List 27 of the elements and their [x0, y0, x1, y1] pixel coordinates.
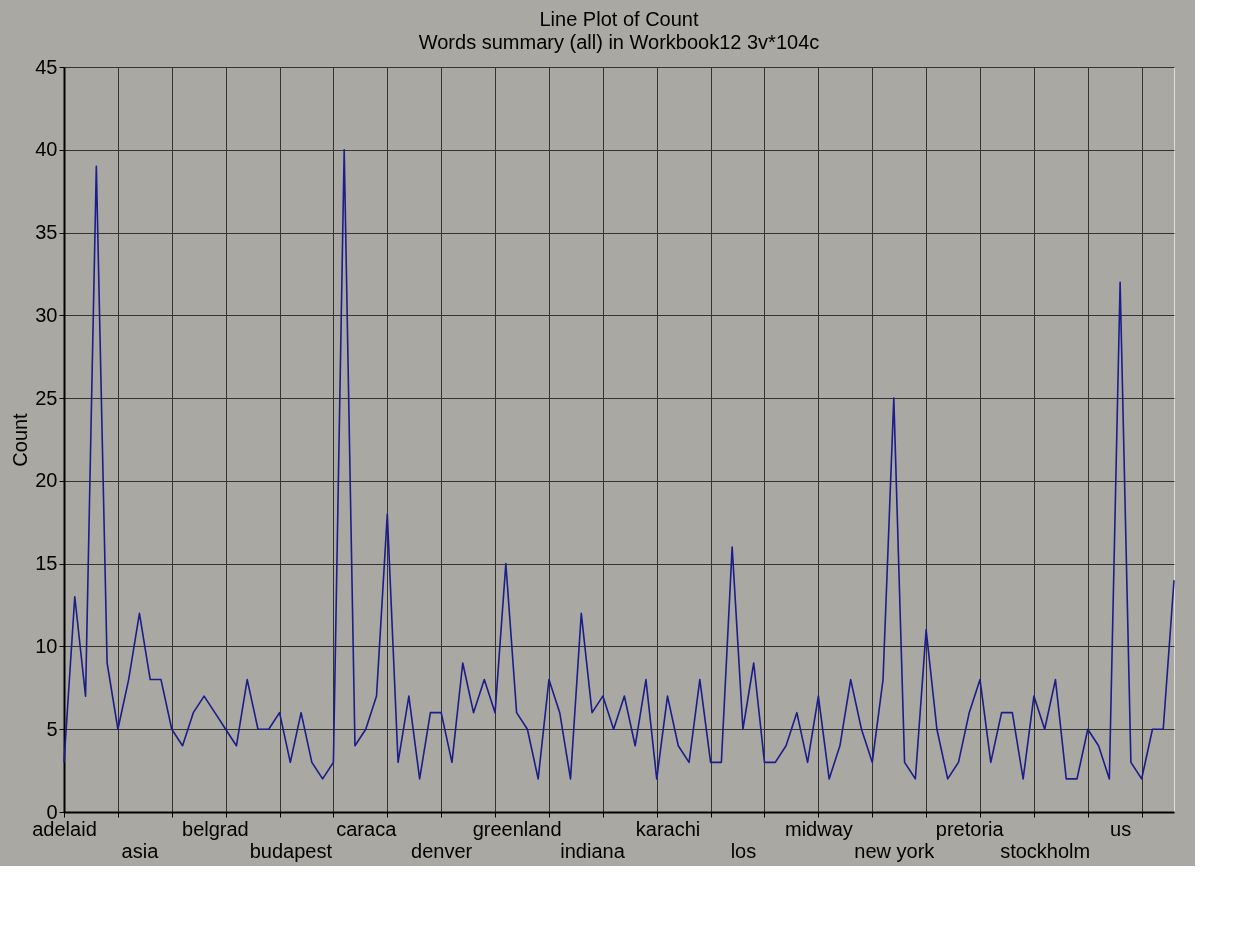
x-tick-label: karachi	[635, 817, 701, 840]
y-tick-label: 30	[35, 303, 58, 326]
chart-title: Line Plot of Count	[539, 8, 699, 30]
x-tick-label: stockholm	[1000, 839, 1091, 862]
y-tick-label: 25	[35, 386, 58, 409]
x-tick-label: denver	[411, 839, 473, 862]
y-tick-label: 10	[35, 634, 58, 657]
y-tick-label: 45	[35, 55, 58, 78]
x-tick-label: belgrad	[182, 817, 249, 840]
y-tick-label: 15	[35, 552, 58, 575]
x-tick-label: budapest	[249, 839, 333, 862]
x-tick-label: indiana	[560, 839, 626, 862]
x-tick-label: us	[1110, 817, 1132, 840]
line-series	[63, 148, 1175, 780]
x-tick-label: midway	[784, 817, 853, 840]
y-tick-label: 20	[35, 469, 58, 492]
x-tick-label: caraca	[336, 817, 398, 840]
chart-subtitle: Words summary (all) in Workbook12 3v*104c	[418, 31, 820, 53]
x-tick-label: pretoria	[935, 817, 1005, 840]
y-axis-title: Count	[9, 412, 32, 467]
x-tick-label: asia	[121, 839, 160, 862]
y-tick-label: 5	[46, 717, 58, 740]
x-tick-label: los	[730, 839, 757, 862]
y-tick-label: 40	[35, 138, 58, 161]
x-tick-label: new york	[854, 839, 936, 862]
y-tick-label: 35	[35, 221, 58, 244]
x-tick-label: greenland	[472, 817, 562, 840]
